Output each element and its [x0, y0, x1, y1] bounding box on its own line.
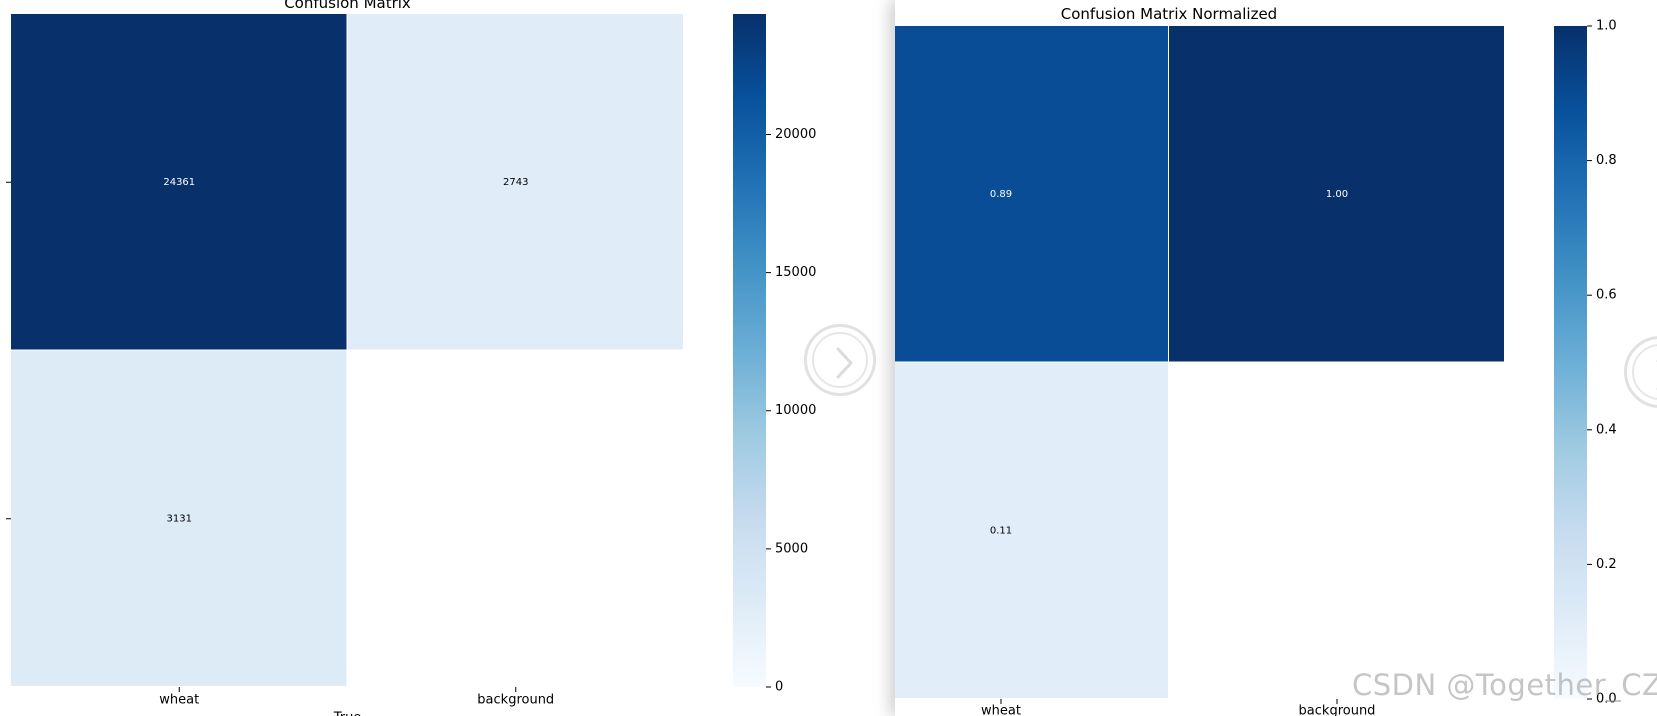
chart-title: Confusion Matrix Normalized — [1061, 5, 1277, 23]
heatmap-cell — [1169, 26, 1504, 362]
heatmap-cell — [347, 350, 683, 686]
colorbar-tick-label: 0.8 — [1596, 153, 1617, 168]
colorbar-tick-label: 0.2 — [1596, 557, 1617, 572]
next-image-button[interactable] — [804, 324, 876, 396]
heatmap-cell — [895, 362, 1168, 698]
next-button-ring — [812, 332, 868, 388]
colorbar-tick-label: 0 — [775, 680, 783, 695]
heatmap-cell — [11, 14, 347, 350]
colorbar — [1554, 26, 1587, 699]
watermark-text: CSDN @Together_CZ — [1352, 668, 1657, 702]
cell-value-label: 1.00 — [1326, 189, 1348, 200]
cell-value-label: 0.11 — [990, 525, 1012, 536]
confusion-matrix-normalized-chart: Confusion Matrix Normalized 0.89 1.00 0.11 w… — [895, 5, 1617, 716]
colorbar-tick-label: 5000 — [775, 541, 808, 556]
confusion-matrix-normalized-panel: Confusion Matrix Normalized 0.89 1.00 0.11 w… — [895, 0, 1657, 716]
heatmap-cell — [1169, 362, 1504, 698]
colorbar-tick-label: 15000 — [775, 265, 816, 280]
confusion-matrix-panel: Confusion Matrix 24361 2743 3131 wheat backgr… — [6, 0, 817, 716]
heatmap-cell — [11, 350, 347, 686]
chevron-right-icon — [1656, 359, 1657, 391]
colorbar-tick-label: 0.0 — [1596, 692, 1617, 707]
chevron-right-icon — [836, 347, 853, 379]
next-image-button-secondary[interactable] — [1624, 336, 1657, 408]
x-tick-label: background — [477, 693, 554, 708]
cell-value-label: 0.89 — [990, 189, 1012, 200]
cell-value-label: 2743 — [503, 177, 528, 188]
x-axis-label: True — [333, 711, 362, 716]
colorbar-tick-label: 1.0 — [1596, 19, 1617, 34]
chart-title: Confusion Matrix — [284, 0, 411, 12]
cell-value-label: 24361 — [163, 177, 195, 188]
cell-value-label: 3131 — [167, 513, 192, 524]
x-tick-label: background — [1299, 704, 1376, 716]
confusion-matrix-chart: Confusion Matrix 24361 2743 3131 wheat backgr… — [6, 0, 816, 716]
heatmap-cell — [347, 14, 683, 350]
colorbar-tick-label: 10000 — [775, 403, 816, 418]
colorbar-tick-label: 0.6 — [1596, 288, 1617, 303]
x-tick-label: wheat — [159, 693, 199, 708]
x-tick-label: wheat — [981, 704, 1021, 716]
colorbar-tick-label: 20000 — [775, 127, 816, 142]
colorbar — [733, 14, 766, 687]
colorbar-tick-label: 0.4 — [1596, 422, 1617, 437]
heatmap-cell — [895, 26, 1168, 362]
